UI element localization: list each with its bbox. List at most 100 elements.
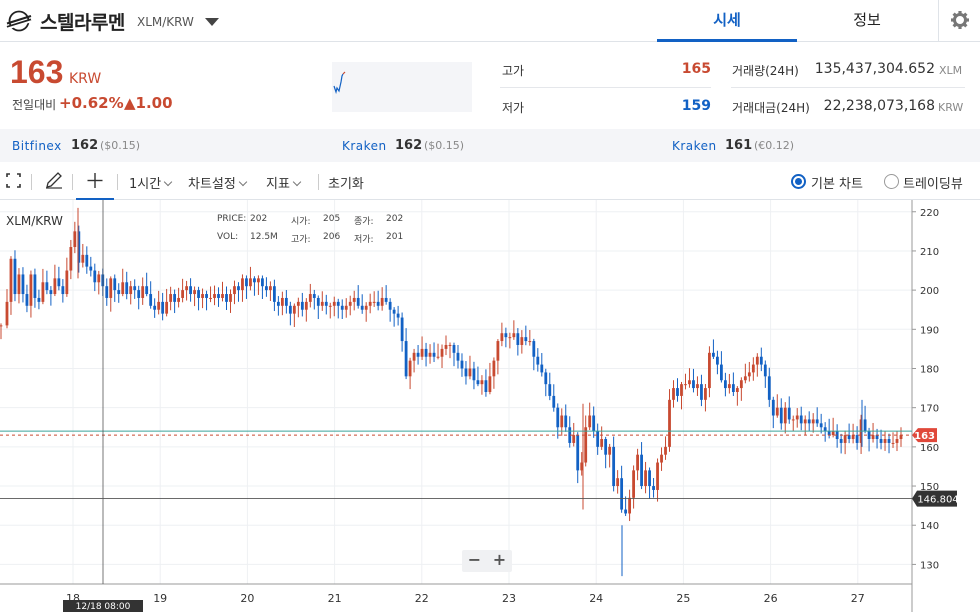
candlestick-chart[interactable]: 18 19 20 21 22 23 24 25 26 2713014015016017018019… bbox=[0, 200, 980, 612]
candle-body bbox=[69, 247, 73, 271]
legend-low-label: 저가: bbox=[354, 235, 374, 245]
candle-body bbox=[276, 301, 280, 306]
candle-body bbox=[747, 372, 751, 377]
current-price-tag bbox=[912, 428, 937, 443]
zoom-in-button[interactable]: + bbox=[492, 550, 507, 569]
candle-body bbox=[839, 439, 843, 443]
candle-body bbox=[572, 435, 576, 443]
crosshair-tool-button[interactable] bbox=[76, 162, 114, 200]
candle-body bbox=[25, 294, 29, 306]
trade-value-unit: KRW bbox=[938, 101, 964, 114]
candle-body bbox=[221, 294, 224, 298]
candle-body bbox=[544, 372, 548, 385]
candle-body bbox=[548, 384, 552, 396]
tradingview-label[interactable]: 트레이딩뷰 bbox=[903, 177, 963, 192]
interval-dropdown[interactable]: 1시간 bbox=[129, 173, 173, 192]
candle-body bbox=[384, 297, 388, 302]
candle-body bbox=[731, 384, 735, 392]
zoom-out-button[interactable]: − bbox=[467, 550, 482, 569]
candle-body bbox=[448, 344, 452, 346]
candle-body bbox=[173, 294, 177, 302]
tab-quote[interactable]: 시세 bbox=[657, 0, 797, 42]
reset-button[interactable]: 초기화 bbox=[328, 177, 364, 192]
tab-info[interactable]: 정보 bbox=[853, 11, 881, 29]
candle-body bbox=[708, 352, 711, 389]
candle-body bbox=[688, 380, 691, 385]
candle-body bbox=[165, 301, 169, 314]
candle-body bbox=[89, 266, 93, 271]
candle-body bbox=[424, 348, 428, 357]
candle-body bbox=[300, 301, 304, 310]
candle-body bbox=[141, 286, 145, 298]
candle-body bbox=[843, 435, 847, 443]
candle-body bbox=[13, 258, 17, 295]
candle-body bbox=[388, 301, 392, 310]
candle-body bbox=[716, 356, 719, 365]
candle-body bbox=[891, 442, 895, 444]
candle-body bbox=[161, 301, 165, 314]
coin-select-chevron-down-icon[interactable] bbox=[205, 18, 219, 26]
draw-tool-button[interactable] bbox=[38, 162, 70, 200]
candle-body bbox=[616, 478, 620, 487]
candle-body bbox=[664, 446, 667, 455]
low-value: 159 bbox=[681, 98, 711, 114]
candle-body bbox=[61, 286, 65, 295]
zoom-controls: − + bbox=[462, 550, 512, 572]
fullscreen-button[interactable] bbox=[0, 162, 28, 200]
exchange-price: 161 bbox=[725, 138, 753, 153]
candle-body bbox=[704, 388, 707, 400]
candle-body bbox=[560, 415, 564, 428]
candle-body bbox=[57, 278, 61, 287]
exchange-usd-price: ($0.15) bbox=[100, 139, 141, 152]
high-value: 165 bbox=[681, 61, 711, 77]
change-percent: +0.62% bbox=[59, 94, 124, 112]
candle-body bbox=[245, 278, 248, 287]
candle-body bbox=[696, 384, 699, 389]
indicators-dropdown[interactable]: 지표 bbox=[266, 173, 302, 192]
candle-body bbox=[436, 356, 440, 358]
candle-body bbox=[799, 415, 803, 424]
crosshair-price-tag bbox=[912, 490, 957, 507]
candle-body bbox=[237, 286, 240, 291]
candle-body bbox=[288, 305, 292, 314]
candle-body bbox=[759, 356, 763, 365]
candle-body bbox=[284, 297, 288, 306]
candle-body bbox=[620, 478, 624, 510]
exchange-name[interactable]: Kraken bbox=[672, 139, 717, 153]
exchange-name[interactable]: Kraken bbox=[342, 139, 387, 153]
settings-button[interactable] bbox=[938, 0, 980, 42]
candle-body bbox=[628, 497, 632, 514]
exchange-price-row: Bitfinex 162 ($0.15) Kraken 162 ($0.15) … bbox=[0, 129, 980, 162]
chart-settings-dropdown[interactable]: 차트설정 bbox=[188, 173, 248, 192]
tradingview-radio[interactable] bbox=[884, 174, 899, 189]
candle-body bbox=[269, 286, 272, 291]
candle-body bbox=[564, 415, 568, 428]
chevron-down-icon bbox=[292, 177, 302, 187]
candle-body bbox=[532, 341, 536, 357]
candle-body bbox=[408, 360, 412, 377]
candle-body bbox=[372, 301, 376, 303]
candle-body bbox=[113, 278, 117, 291]
basic-chart-label[interactable]: 기본 차트 bbox=[811, 177, 863, 192]
basic-chart-radio[interactable] bbox=[791, 174, 806, 189]
candle-body bbox=[795, 415, 799, 420]
crosshair-time-label: 12/18 08:00 bbox=[76, 602, 131, 612]
trade-value-label: 거래대금(24H) bbox=[732, 101, 810, 115]
legend-vol: 12.5M bbox=[250, 232, 278, 242]
price-chart[interactable]: 18 19 20 21 22 23 24 25 26 27 130 140 150 160 170 180 19… bbox=[0, 200, 980, 612]
crosshair-time-tag bbox=[63, 600, 143, 612]
x-tick-label: 23 bbox=[502, 592, 516, 605]
candle-body bbox=[771, 399, 775, 416]
candle-body bbox=[261, 278, 264, 287]
candle-body bbox=[201, 294, 204, 298]
exchange-usd-price: ($0.15) bbox=[424, 139, 465, 152]
x-tick-label: 22 bbox=[415, 592, 429, 605]
high-label: 고가 bbox=[502, 64, 525, 78]
candle-body bbox=[556, 407, 560, 428]
exchange-name[interactable]: Bitfinex bbox=[12, 139, 62, 153]
candle-body bbox=[875, 435, 879, 440]
candle-body bbox=[815, 419, 819, 424]
candle-body bbox=[348, 301, 352, 306]
candle-body bbox=[648, 470, 651, 487]
candle-body bbox=[540, 364, 544, 373]
